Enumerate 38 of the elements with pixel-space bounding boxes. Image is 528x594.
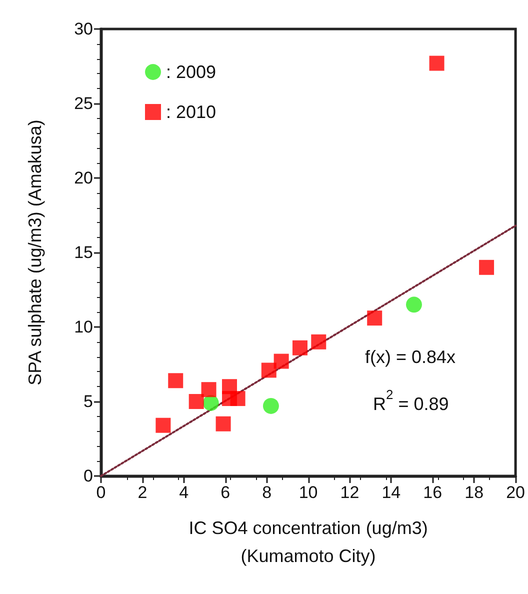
y-tick-label: 20: [74, 168, 93, 188]
x-tick-label: 8: [262, 483, 272, 502]
point: [216, 416, 231, 432]
y-tick-label: 10: [74, 318, 93, 336]
point: [311, 334, 326, 350]
x-tick-label: 6: [220, 483, 230, 502]
y-tick-label: 30: [74, 20, 93, 38]
y-tick-label: 5: [84, 392, 93, 411]
point: [479, 260, 494, 275]
point: [429, 56, 444, 71]
point: [168, 373, 184, 388]
point: [156, 418, 171, 433]
point: [406, 296, 422, 313]
x-tick-label: 10: [298, 483, 318, 502]
x-tick-label: 12: [340, 483, 360, 502]
y-tick-label: 15: [74, 243, 93, 262]
point: [188, 394, 204, 409]
y-axis-title: SPA sulphate (ug/m3) (Amakusa): [25, 120, 45, 386]
point: [201, 382, 216, 398]
legend-label: : 2010: [166, 102, 216, 122]
legend-label: : 2009: [166, 62, 216, 82]
point: [292, 340, 308, 356]
point: [230, 391, 246, 406]
y-tick-label: 25: [74, 94, 93, 113]
x-tick-label: 2: [138, 483, 148, 502]
y-tick-label: 0: [84, 466, 93, 486]
point: [274, 354, 289, 369]
x-axis-title: IC SO4 concentration (ug/m3) (Kumamoto City): [188, 518, 428, 566]
x-tick-label: 20: [506, 483, 526, 502]
annotation: f(x) = 0.84x: [365, 347, 456, 367]
x-tick-label: 14: [382, 483, 401, 502]
x-tick-label: 18: [464, 483, 484, 502]
x-tick-label: 16: [423, 483, 442, 502]
x-tick-label: 4: [179, 483, 189, 502]
point: [262, 398, 279, 414]
point: [261, 362, 276, 378]
x-tick-label: 0: [96, 483, 106, 502]
point: [367, 310, 382, 326]
